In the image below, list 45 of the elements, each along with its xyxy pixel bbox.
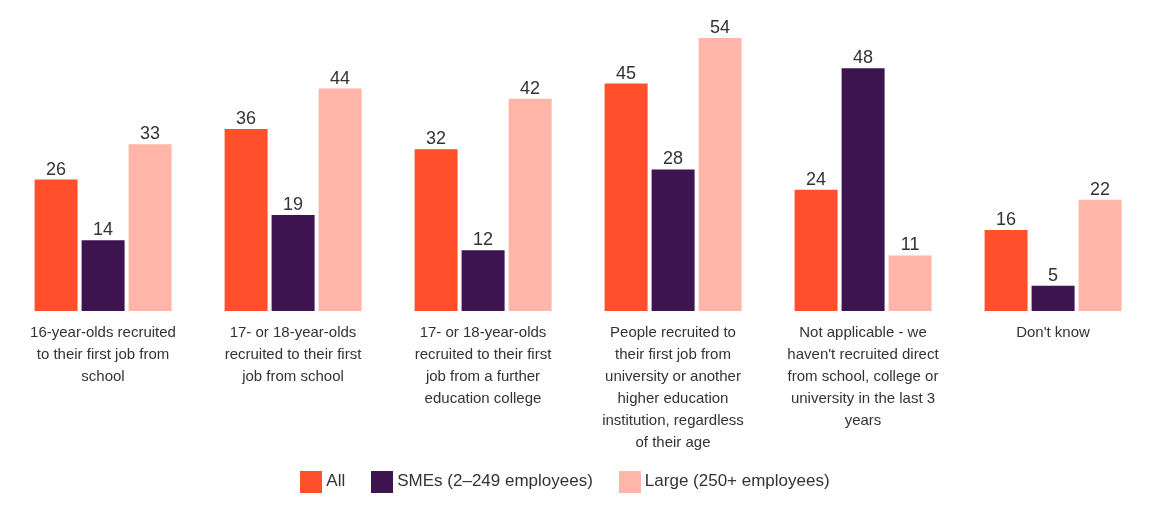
bar xyxy=(224,129,268,311)
x-tick-label: 17- or 18-year-olds recruited to their first job from school xyxy=(224,323,363,384)
legend-label: All xyxy=(326,471,347,491)
data-label: 42 xyxy=(520,77,541,98)
data-label: 36 xyxy=(236,108,257,128)
bar xyxy=(34,179,78,311)
data-label: 22 xyxy=(1090,178,1111,199)
x-tick-label: People recruited to their first job from university or another higher education institution, regardless of their age xyxy=(602,323,744,450)
x-tick-label: Not applicable - we haven't recruited direct from school, college or university in the last 3 years xyxy=(787,323,940,428)
data-label: 14 xyxy=(93,219,114,240)
data-label: 54 xyxy=(710,17,731,37)
data-label: 28 xyxy=(663,148,684,169)
data-label: 16 xyxy=(996,209,1017,230)
x-tick-label: Don't know xyxy=(1016,323,1091,340)
data-label: 44 xyxy=(330,67,351,88)
data-label: 5 xyxy=(1048,264,1059,285)
bar xyxy=(794,189,838,311)
data-label: 33 xyxy=(140,123,161,144)
x-tick-label: 17- or 18-year-olds recruited to their first job from a further education college xyxy=(414,323,553,406)
data-label: 24 xyxy=(806,168,827,189)
bar xyxy=(651,169,695,311)
bar xyxy=(461,250,505,311)
bar xyxy=(1078,199,1122,311)
bar xyxy=(604,83,648,311)
bar xyxy=(698,38,742,311)
data-label: 32 xyxy=(426,128,447,149)
data-label: 12 xyxy=(473,229,494,250)
bar xyxy=(984,230,1028,311)
bar xyxy=(318,88,362,311)
legend-label: Large (250+ employees) xyxy=(644,471,831,491)
bar xyxy=(271,214,315,311)
bar xyxy=(414,149,458,311)
x-tick-label: 16-year-olds recruited to their first job from school xyxy=(30,323,176,384)
bar xyxy=(128,144,172,311)
data-label: 11 xyxy=(900,234,920,255)
bar xyxy=(1031,285,1075,311)
bar xyxy=(888,255,932,311)
data-label: 26 xyxy=(46,158,67,179)
bar xyxy=(81,240,125,311)
bar xyxy=(841,68,885,311)
bar xyxy=(508,98,552,311)
data-label: 19 xyxy=(283,193,304,214)
data-label: 45 xyxy=(616,62,637,83)
legend-label: SMEs (2–249 employees) xyxy=(397,471,594,491)
data-label: 48 xyxy=(853,47,874,68)
